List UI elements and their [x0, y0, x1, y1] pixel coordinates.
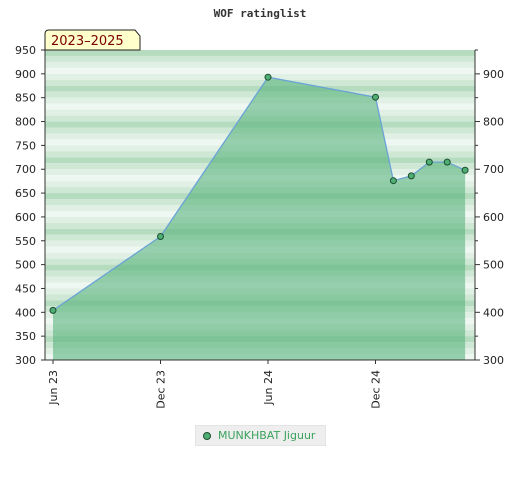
data-point: [372, 93, 379, 101]
y-tick-label-left: 800: [15, 116, 36, 129]
y-tick-label-left: 400: [15, 306, 36, 319]
x-tick-label: Dec 23: [155, 370, 168, 409]
x-tick-label: Dec 24: [370, 370, 383, 409]
grid-band: [45, 67, 475, 74]
data-point: [407, 172, 415, 180]
y-tick-label-left: 300: [15, 354, 36, 367]
y-tick-label-left: 750: [15, 139, 36, 152]
y-tick-label-left: 950: [15, 44, 36, 57]
y-tick-label-left: 850: [15, 92, 36, 105]
y-tick-label-right: 800: [483, 116, 504, 129]
y-tick-label-right: 700: [483, 163, 504, 176]
grid-band: [45, 55, 475, 62]
y-tick-label-left: 900: [15, 68, 36, 81]
y-tick-label-right: 500: [483, 259, 504, 272]
badge-box: [44, 29, 141, 51]
y-tick-label-right: 600: [483, 211, 504, 224]
data-point: [49, 306, 57, 314]
y-tick-label-left: 600: [15, 211, 36, 224]
x-tick-label: Jun 24: [262, 370, 275, 406]
y-tick-label-right: 300: [483, 354, 504, 367]
data-point: [443, 158, 451, 166]
x-tick-label: Jun 23: [47, 370, 60, 406]
year-range-badge: 2023–2025: [44, 29, 141, 51]
data-point: [461, 166, 469, 174]
grid-band: [45, 50, 475, 56]
data-point: [389, 177, 397, 185]
data-point: [264, 73, 272, 81]
chart-title: WOF ratinglist: [214, 7, 307, 20]
y-tick-label-right: 400: [483, 306, 504, 319]
y-tick-label-left: 700: [15, 163, 36, 176]
y-tick-label-left: 500: [15, 259, 36, 272]
y-tick-label-right: 900: [483, 68, 504, 81]
badge-label: 2023–2025: [51, 34, 124, 49]
data-point: [425, 158, 433, 166]
grid-band: [45, 61, 475, 68]
legend-marker-icon: [203, 431, 211, 440]
data-point: [157, 233, 164, 240]
grid-band: [45, 79, 475, 86]
y-tick-label-left: 550: [15, 235, 36, 248]
legend: MUNKHBAT Jiguur: [195, 425, 326, 446]
legend-series-name: MUNKHBAT Jiguur: [218, 429, 316, 442]
grid-band: [45, 73, 475, 80]
series-area: [53, 77, 466, 360]
y-tick-label-left: 650: [15, 187, 36, 200]
y-tick-label-left: 450: [15, 282, 36, 295]
y-tick-label-left: 350: [15, 330, 36, 343]
